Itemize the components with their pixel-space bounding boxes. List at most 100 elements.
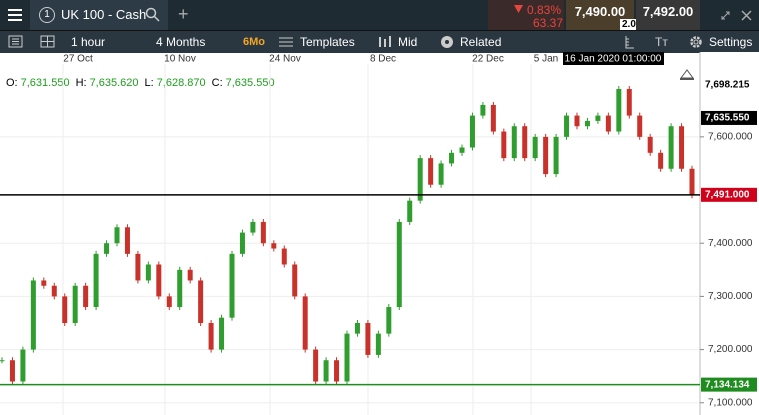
candle: [51, 285, 57, 297]
menu-icon[interactable]: [8, 9, 22, 21]
candle: [271, 243, 277, 249]
candle: [375, 333, 381, 355]
candle: [145, 264, 151, 281]
templates-icon: [279, 37, 293, 47]
candle: [616, 88, 622, 132]
candle: [490, 104, 496, 132]
ohlc-value: 7,635.620: [89, 77, 139, 89]
candle: [637, 115, 643, 137]
instrument-name: UK 100 - Cash: [61, 7, 147, 22]
candle: [302, 296, 308, 350]
menu-bar: 1 hour 4 Months 6Mo Templates Mid Relate…: [0, 30, 759, 53]
ohlc-label: L:: [144, 77, 154, 89]
candle: [135, 253, 141, 281]
range-short[interactable]: 6Mo: [243, 36, 265, 48]
y-tick-label: 7,600.000: [708, 131, 753, 142]
related[interactable]: Related: [460, 35, 502, 49]
range[interactable]: 4 Months: [156, 35, 206, 49]
candle: [595, 115, 601, 121]
candle: [668, 126, 674, 169]
candle: [30, 280, 36, 350]
price-marker: [701, 77, 757, 92]
candle: [198, 280, 204, 323]
related-icon: [441, 36, 453, 48]
price-marker: [701, 110, 757, 125]
ohlc-label: H:: [75, 77, 87, 89]
candle: [260, 221, 266, 244]
ruler-icon[interactable]: [623, 35, 637, 49]
candle: [553, 136, 559, 175]
candle: [281, 248, 287, 265]
change-pct: 0.83%: [527, 3, 562, 17]
add-tab[interactable]: +: [178, 4, 189, 24]
candle: [292, 264, 298, 297]
candle: [396, 221, 402, 308]
candle: [522, 126, 528, 159]
down-arrow: [514, 5, 523, 13]
candle: [93, 253, 99, 308]
candle: [386, 307, 392, 334]
candle: [187, 269, 193, 281]
price-type[interactable]: Mid: [398, 35, 418, 49]
candle: [114, 227, 120, 244]
settings[interactable]: Settings: [709, 35, 753, 49]
candle: [166, 296, 172, 308]
candle: [564, 115, 570, 137]
price-marker: [701, 377, 757, 392]
candle: [41, 280, 47, 286]
price-marker-label: 7,491.000: [705, 189, 750, 200]
scroll-up[interactable]: [680, 69, 694, 79]
tab-number: 1: [39, 7, 55, 23]
crosshair-box: [563, 52, 664, 65]
x-tick-label: 27 Oct: [63, 54, 93, 65]
y-tick-label: 7,300.000: [708, 291, 753, 302]
candle: [344, 333, 350, 382]
x-tick-label: 22 Dec: [472, 54, 504, 65]
spread: 2.00: [620, 19, 644, 30]
x-tick-label: 10 Nov: [164, 54, 196, 65]
candle: [124, 227, 130, 254]
candle: [584, 120, 590, 127]
candle: [20, 349, 26, 382]
scroll-base: [680, 78, 694, 80]
buy-price[interactable]: 7,492.00: [636, 0, 700, 30]
ohlc-value: 7,635.550: [225, 77, 275, 89]
candle: [459, 147, 465, 153]
chart: 27 Oct 10 Nov 24 Nov 8 Dec 22 Dec 5 Jan 7,100.…: [0, 52, 759, 415]
candle: [511, 126, 517, 159]
candle: [543, 136, 549, 175]
candle: [219, 317, 225, 350]
candle: [239, 232, 245, 254]
change-value: 63.37: [533, 16, 564, 30]
candle: [334, 360, 340, 382]
candle: [679, 126, 685, 169]
candle: [62, 296, 68, 323]
crosshair-label: 16 Jan 2020 01:00:00: [565, 54, 662, 65]
candle: [323, 360, 329, 382]
candle: [407, 200, 413, 222]
candle: [469, 115, 475, 148]
candle: [417, 158, 423, 201]
price-marker: [701, 187, 757, 202]
search-icon[interactable]: [145, 7, 161, 23]
candle: [313, 349, 319, 382]
layout-icon[interactable]: [40, 35, 56, 49]
ohlc-label: O:: [6, 77, 18, 89]
list-icon[interactable]: [8, 35, 24, 49]
price-marker-label: 7,698.215: [705, 79, 750, 90]
candle: [428, 158, 434, 185]
templates[interactable]: Templates: [300, 35, 355, 49]
candle: [449, 152, 455, 164]
window-icons[interactable]: [720, 7, 754, 23]
interval[interactable]: 1 hour: [71, 35, 106, 49]
ohlc-readout: O: 7,631.550 H: 7,635.620 L: 7,628.870 C: 7,635…: [6, 77, 281, 89]
candle: [354, 322, 360, 334]
x-tick-label: 24 Nov: [269, 54, 301, 65]
x-tick-label: 8 Dec: [370, 54, 396, 65]
mid-icon: [379, 36, 391, 47]
candle: [532, 136, 538, 159]
text-size[interactable]: Tт: [655, 35, 668, 49]
change-box: [488, 0, 564, 30]
candle: [480, 104, 486, 116]
